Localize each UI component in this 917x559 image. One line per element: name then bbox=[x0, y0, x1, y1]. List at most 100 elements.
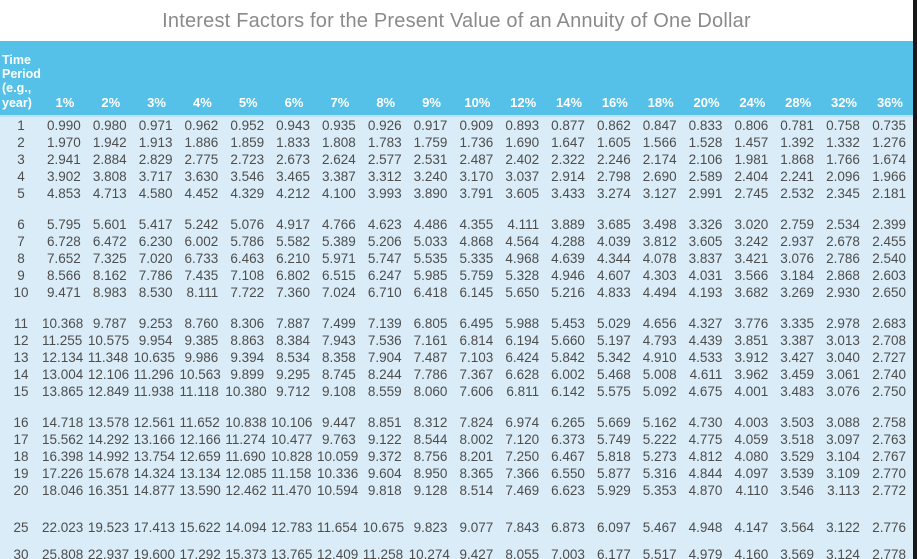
value-cell: 2.322 bbox=[551, 152, 585, 167]
value-cell: 2.241 bbox=[780, 169, 815, 184]
value-cell: 10.106 bbox=[271, 415, 313, 430]
value-cell: 3.630 bbox=[184, 169, 219, 184]
value-cell: 10.563 bbox=[179, 367, 221, 382]
value-cell: 3.564 bbox=[780, 520, 815, 535]
value-cell: 2.750 bbox=[872, 384, 906, 399]
value-cell: 7.652 bbox=[47, 251, 81, 266]
col-header-1pct: 1% bbox=[42, 41, 88, 117]
value-cell: 6.194 bbox=[505, 333, 540, 348]
value-cell: 10.675 bbox=[362, 520, 405, 535]
value-cell: 0.971 bbox=[138, 118, 173, 133]
period-cell: 8 bbox=[17, 251, 25, 266]
value-cell: 4.147 bbox=[734, 520, 769, 535]
value-cell: 7.824 bbox=[459, 415, 494, 430]
value-cell: 7.161 bbox=[413, 333, 448, 348]
value-cell: 9.128 bbox=[413, 483, 448, 498]
value-cell: 8.244 bbox=[367, 367, 402, 382]
value-cell: 3.269 bbox=[780, 285, 815, 300]
value-cell: 4.486 bbox=[413, 217, 448, 232]
period-cell: 4 bbox=[17, 169, 25, 184]
value-cell: 18.046 bbox=[42, 483, 84, 498]
value-cell: 10.635 bbox=[133, 350, 175, 365]
value-cell: 5.092 bbox=[642, 384, 677, 399]
value-cell: 2.758 bbox=[872, 415, 906, 430]
value-cell: 4.580 bbox=[138, 186, 173, 201]
value-cell: 17.413 bbox=[133, 520, 175, 535]
value-cell: 8.201 bbox=[459, 449, 494, 464]
value-cell: 1.528 bbox=[688, 135, 723, 150]
value-cell: 11.654 bbox=[316, 520, 358, 535]
value-cell: 2.650 bbox=[872, 285, 906, 300]
value-cell: 4.946 bbox=[551, 268, 585, 283]
value-cell: 2.772 bbox=[872, 483, 906, 498]
value-cell: 2.829 bbox=[138, 152, 173, 167]
value-cell: 4.003 bbox=[734, 415, 769, 430]
value-cell: 4.533 bbox=[688, 350, 723, 365]
value-cell: 0.935 bbox=[322, 118, 356, 133]
value-cell: 3.529 bbox=[780, 449, 815, 464]
value-cell: 8.306 bbox=[230, 316, 265, 331]
value-cell: 4.793 bbox=[642, 333, 677, 348]
value-cell: 5.033 bbox=[413, 234, 448, 249]
value-cell: 4.656 bbox=[642, 316, 677, 331]
value-cell: 5.660 bbox=[551, 333, 585, 348]
value-cell: 22.937 bbox=[87, 547, 130, 559]
value-cell: 4.968 bbox=[505, 251, 540, 266]
value-cell: 4.327 bbox=[688, 316, 723, 331]
value-cell: 6.467 bbox=[551, 449, 585, 464]
period-cell: 5 bbox=[17, 186, 25, 201]
value-cell: 4.288 bbox=[551, 234, 585, 249]
value-cell: 2.930 bbox=[826, 285, 860, 300]
value-cell: 6.550 bbox=[551, 466, 585, 481]
value-cell: 12.106 bbox=[87, 367, 130, 382]
value-cell: 8.745 bbox=[322, 367, 356, 382]
period-cell: 16 bbox=[13, 415, 29, 430]
value-cell: 6.802 bbox=[276, 268, 310, 283]
col-header-4pct: 4% bbox=[179, 41, 226, 117]
value-cell: 3.569 bbox=[780, 547, 815, 559]
value-cell: 2.978 bbox=[826, 316, 860, 331]
value-cell: 7.367 bbox=[459, 367, 494, 382]
value-cell: 3.427 bbox=[780, 350, 815, 365]
period-cell: 7 bbox=[17, 234, 25, 249]
value-cell: 5.273 bbox=[642, 449, 677, 464]
value-cell: 3.682 bbox=[734, 285, 769, 300]
value-cell: 6.177 bbox=[596, 547, 631, 559]
value-cell: 9.818 bbox=[367, 483, 402, 498]
value-cell: 0.926 bbox=[367, 118, 402, 133]
table-row-period-25: 25 22.023 19.523 17.413 15.622 14.094 12.783 11… bbox=[0, 519, 913, 536]
value-cell: 1.981 bbox=[734, 152, 769, 167]
value-cell: 8.760 bbox=[184, 316, 219, 331]
col-header-7pct: 7% bbox=[316, 41, 363, 117]
value-cell: 4.868 bbox=[459, 234, 494, 249]
value-cell: 5.818 bbox=[596, 449, 631, 464]
value-cell: 6.495 bbox=[459, 316, 494, 331]
value-cell: 4.059 bbox=[734, 432, 769, 447]
col-header-6pct: 6% bbox=[271, 41, 317, 117]
value-cell: 1.913 bbox=[138, 135, 173, 150]
value-cell: 3.184 bbox=[780, 268, 815, 283]
value-cell: 6.811 bbox=[506, 384, 540, 399]
value-cell: 3.170 bbox=[459, 169, 494, 184]
value-cell: 3.566 bbox=[734, 268, 769, 283]
value-cell: 6.805 bbox=[413, 316, 448, 331]
value-cell: 7.499 bbox=[322, 316, 356, 331]
value-cell: 4.303 bbox=[642, 268, 677, 283]
value-cell: 5.316 bbox=[642, 466, 677, 481]
value-cell: 11.274 bbox=[225, 432, 266, 447]
value-cell: 5.601 bbox=[92, 217, 127, 232]
value-cell: 7.904 bbox=[367, 350, 402, 365]
value-cell: 3.387 bbox=[322, 169, 356, 184]
value-cell: 3.421 bbox=[734, 251, 769, 266]
table-row-period-10: 10 9.471 8.983 8.530 8.111 7.722 7.360 7.024 6.7… bbox=[0, 284, 913, 301]
value-cell: 6.623 bbox=[551, 483, 585, 498]
value-cell: 2.096 bbox=[826, 169, 860, 184]
value-cell: 5.669 bbox=[596, 415, 631, 430]
value-cell: 5.197 bbox=[596, 333, 631, 348]
value-cell: 10.594 bbox=[316, 483, 359, 498]
value-cell: 8.358 bbox=[322, 350, 356, 365]
value-cell: 4.452 bbox=[184, 186, 219, 201]
value-cell: 3.124 bbox=[826, 547, 860, 559]
period-cell: 6 bbox=[17, 217, 25, 232]
table-row-period-4: 4 3.902 3.808 3.717 3.630 3.546 3.465 3.387 3.31… bbox=[0, 168, 913, 185]
